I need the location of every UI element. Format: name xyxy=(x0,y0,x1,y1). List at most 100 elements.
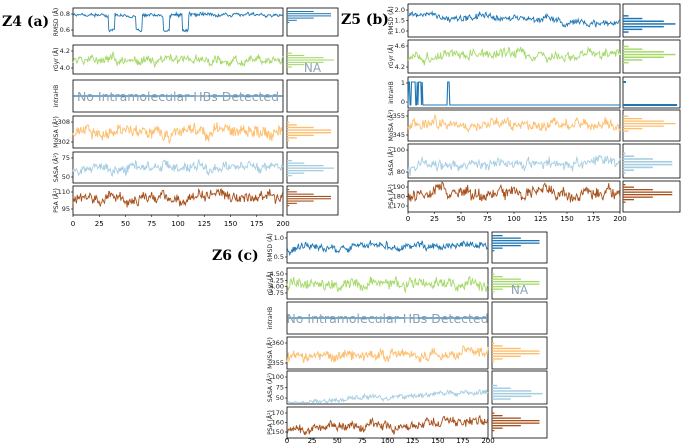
plot-frame xyxy=(407,3,621,38)
histogram-bar xyxy=(623,120,664,122)
histogram-bar xyxy=(492,283,540,285)
y-tick-label: 170 xyxy=(393,202,405,210)
series-line-sasa xyxy=(72,159,284,178)
histogram-bar xyxy=(623,28,643,31)
series-line-rmsd xyxy=(72,10,284,33)
histogram-bar xyxy=(492,412,495,414)
histogram-bar xyxy=(287,160,292,162)
series-line-rgyr xyxy=(286,275,489,293)
y-tick-label: 345 xyxy=(393,131,405,139)
histogram-bar xyxy=(287,198,332,200)
histogram-bar xyxy=(623,56,664,58)
panel-psa-1: PSA (Å²)110 95 xyxy=(53,185,339,216)
histogram-bar xyxy=(287,19,297,21)
histogram-bar xyxy=(623,25,664,28)
x-tick-label: 75 xyxy=(358,437,367,445)
series-line-rgyr xyxy=(72,51,284,68)
histogram-bar xyxy=(492,387,511,389)
histogram-bar xyxy=(492,235,503,237)
y-axis-label: SASA (Å²) xyxy=(267,373,274,402)
histogram-bar xyxy=(492,242,540,244)
histogram-bar xyxy=(492,347,521,350)
histogram-bar xyxy=(623,125,664,127)
plot-frame xyxy=(407,76,621,109)
plot-frame xyxy=(407,109,621,142)
histogram-bar xyxy=(623,59,643,61)
y-axis-label: SASA (Å²) xyxy=(388,146,395,175)
histogram-bar xyxy=(287,57,324,59)
y-tick-label: 75 xyxy=(62,154,70,162)
histogram-bar xyxy=(492,288,503,290)
y-tick-label: 355 xyxy=(393,112,405,120)
x-tick-label: 0 xyxy=(71,220,75,228)
x-tick-label: 100 xyxy=(171,220,184,228)
x-tick-label: 50 xyxy=(121,220,130,228)
y-tick-label: 2.0 xyxy=(395,6,405,14)
y-tick-label: 170 xyxy=(272,409,284,417)
x-tick-label: 200 xyxy=(276,220,289,228)
panel-rgyr-3: rGyr (Å)4.504.254.003.75 xyxy=(267,267,548,300)
histogram-bar xyxy=(623,163,673,166)
histogram-bar xyxy=(623,23,676,25)
histogram-bar xyxy=(623,20,664,22)
histogram-bar xyxy=(287,191,297,193)
histogram-bar xyxy=(492,358,503,360)
panel-intraHB-2: intraHB 1 0 xyxy=(388,76,681,109)
y-axis-label: MolSA (Å²) xyxy=(388,110,395,142)
x-tick-label: 125 xyxy=(534,215,547,223)
plot-frame xyxy=(286,336,489,370)
panel-intraHB-1: intraHB No Intramolecular HBs Detected NA xyxy=(53,61,339,113)
y-tick-label: 0.5 xyxy=(274,253,284,261)
histogram-bar xyxy=(287,11,314,12)
panel-sasa-3: SASA (Å²)100 75 50 xyxy=(267,370,548,405)
histogram-bar xyxy=(287,134,314,136)
series-line-psa xyxy=(286,414,489,436)
histogram-bar xyxy=(492,342,495,344)
x-tick-label: 50 xyxy=(333,437,342,445)
histogram-bar xyxy=(623,186,634,188)
y-axis-label: RMSD (Å) xyxy=(267,233,274,261)
histogram-bar xyxy=(492,286,521,288)
series-line-rmsd xyxy=(407,10,621,28)
histogram-bar xyxy=(287,17,314,19)
histogram-bar xyxy=(492,353,540,355)
panel-rmsd-2: RMSD (Å) 2.0 1.5 1.0 xyxy=(388,3,681,38)
y-tick-label: 160 xyxy=(272,419,284,427)
histogram-bar xyxy=(492,417,521,419)
histogram-bar xyxy=(287,165,324,167)
histogram-bar xyxy=(287,52,292,54)
y-tick-label: 4.50 xyxy=(270,270,284,278)
histogram-bar xyxy=(623,158,653,160)
histogram-bar xyxy=(287,172,305,174)
y-tick-label: 3.75 xyxy=(270,289,284,297)
x-tick-label: 0 xyxy=(406,215,410,223)
histogram-bar xyxy=(623,169,634,171)
figure-label-1: Z4 (a) xyxy=(2,14,49,30)
y-tick-label: 1 xyxy=(401,79,405,87)
series-line-sasa xyxy=(407,154,621,176)
histogram-frame xyxy=(286,79,339,113)
histogram-bar xyxy=(287,132,332,134)
y-tick-label: 360 xyxy=(272,339,284,347)
histogram-bar xyxy=(287,200,314,202)
histogram-bar xyxy=(492,425,521,427)
panel-molsa-1: MolSA (Å²)308 302 xyxy=(53,115,339,149)
histogram-bar xyxy=(492,415,503,417)
y-tick-label: 80 xyxy=(397,168,405,176)
x-tick-label: 25 xyxy=(95,220,104,228)
series-line-sasa xyxy=(287,388,489,405)
series-line-molsa xyxy=(407,113,621,134)
histogram-frame xyxy=(286,7,339,37)
histogram-bar xyxy=(623,155,634,157)
histogram-bar xyxy=(492,427,503,429)
y-axis-label: MolSA (Å²) xyxy=(53,116,60,148)
x-tick-label: 175 xyxy=(587,215,600,223)
y-axis-label: intraHB xyxy=(53,85,60,108)
histogram-bar xyxy=(623,51,664,53)
histogram-bar xyxy=(492,360,495,363)
series-line-rmsd xyxy=(286,240,489,256)
histogram-bar xyxy=(623,45,629,48)
histogram-bar xyxy=(287,189,290,191)
histogram-bar xyxy=(623,172,626,174)
